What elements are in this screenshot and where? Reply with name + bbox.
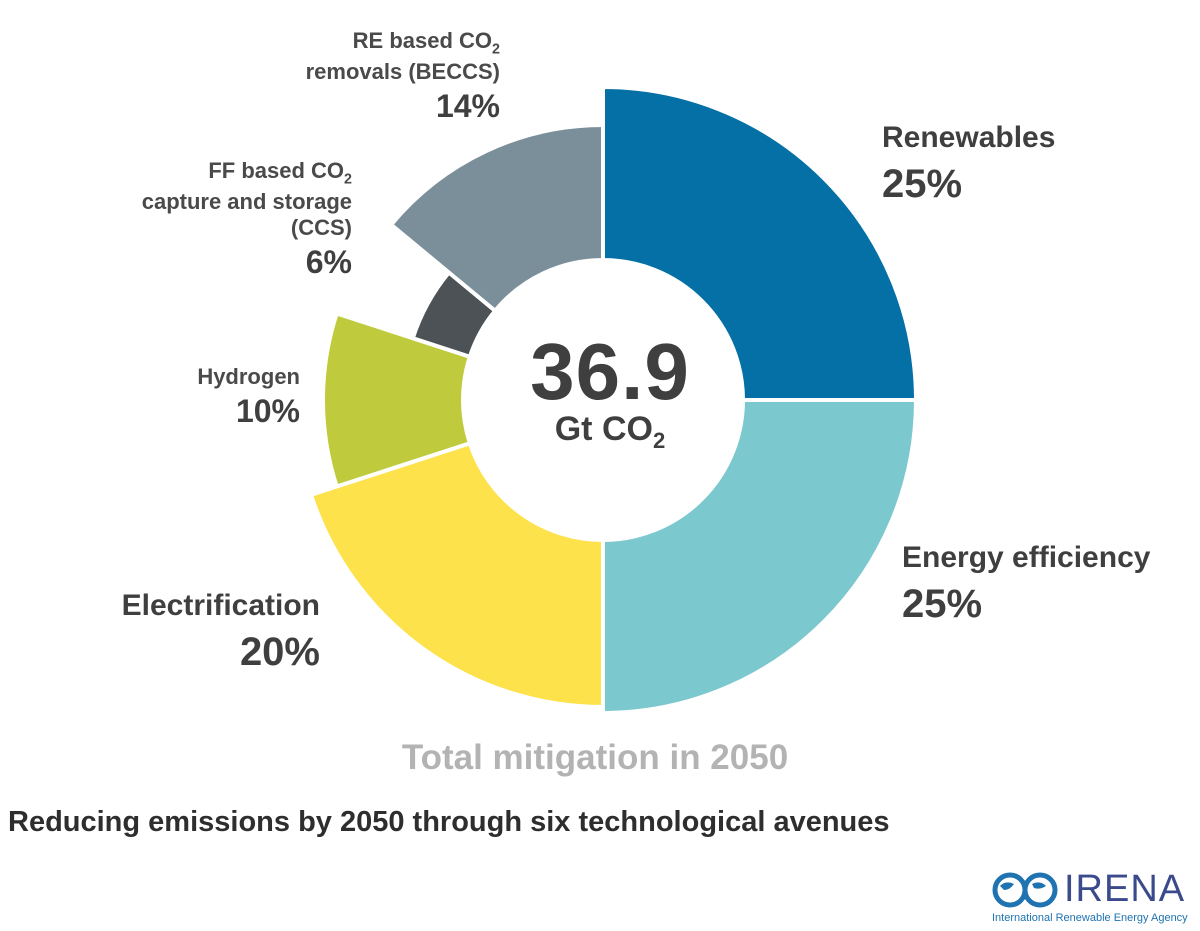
label-beccs: RE based CO2 removals (BECCS) 14% — [200, 28, 500, 125]
electrification-name: Electrification — [121, 589, 320, 622]
logo-tagline: International Renewable Energy Agency — [992, 912, 1188, 924]
ccs-line2: capture and storage — [141, 188, 352, 214]
beccs-line1-text: RE based CO — [352, 28, 493, 53]
beccs-line1-sub: 2 — [492, 41, 500, 58]
efficiency-pct: 25% — [902, 582, 983, 626]
center-unit-sub: 2 — [652, 427, 666, 453]
label-energy-efficiency: Energy efficiency 25% — [902, 540, 1150, 628]
ccs-line3: (CCS) — [290, 214, 352, 240]
label-hydrogen: Hydrogen 10% — [100, 364, 300, 431]
center-total-value: 36.9 — [530, 327, 690, 416]
efficiency-name: Energy efficiency — [902, 541, 1151, 574]
ccs-line1-text: FF based CO — [208, 158, 345, 183]
globe-logo-icon — [992, 872, 1058, 908]
renewables-pct: 25% — [882, 162, 963, 206]
chart-title: Total mitigation in 2050 — [401, 738, 789, 777]
center-total-unit: Gt CO2 — [510, 410, 710, 454]
hydrogen-pct: 10% — [235, 393, 300, 430]
irena-logo: IRENA International Renewable Energy Age… — [992, 868, 1192, 928]
beccs-line1: RE based CO2 — [200, 28, 500, 59]
label-electrification: Electrification 20% — [60, 588, 320, 676]
beccs-pct: 14% — [435, 87, 500, 124]
slice-hydrogen — [321, 310, 473, 490]
ccs-line1: FF based CO2 — [60, 158, 352, 189]
electrification-pct: 20% — [239, 630, 320, 674]
hydrogen-name: Hydrogen — [197, 364, 300, 389]
slice-energy-efficiency — [601, 398, 919, 716]
slice-renewables — [601, 84, 919, 402]
beccs-line2: removals (BECCS) — [305, 58, 500, 84]
slice-electrification — [308, 440, 605, 710]
label-ccs: FF based CO2 capture and storage (CCS) 6… — [60, 158, 352, 282]
ccs-line1-sub: 2 — [344, 171, 352, 188]
center-unit-text: Gt CO — [554, 410, 653, 448]
renewables-name: Renewables — [882, 121, 1056, 154]
slice-re-based-co2-removals-beccs — [388, 122, 605, 314]
ccs-pct: 6% — [305, 244, 352, 281]
label-renewables: Renewables 25% — [882, 120, 1055, 208]
page-subtitle: Reducing emissions by 2050 through six t… — [8, 806, 890, 838]
logo-wordmark: IRENA — [1064, 868, 1186, 910]
